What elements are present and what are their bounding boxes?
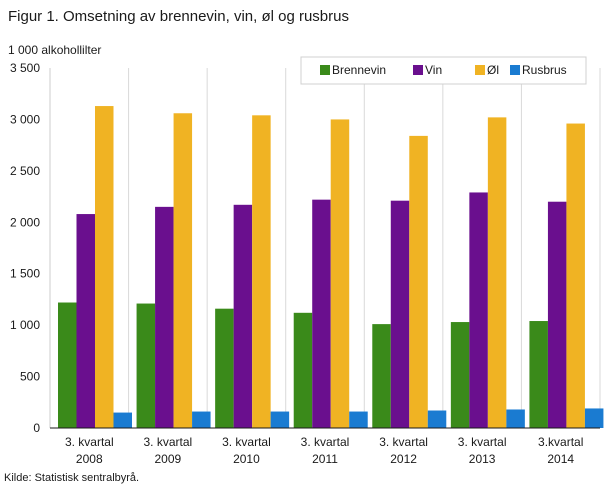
x-tick-label: 3. kvartal (379, 435, 428, 449)
bar-brennevin-1 (136, 303, 156, 428)
x-tick-label: 3. kvartal (144, 435, 193, 449)
bar-brennevin-5 (450, 322, 470, 428)
bar-vin-6 (547, 201, 567, 428)
bar-brennevin-4 (372, 324, 391, 428)
bar--l-6 (566, 123, 585, 429)
bar--l-5 (487, 117, 507, 428)
x-tick-label: 3. kvartal (458, 435, 507, 449)
y-tick-label: 1 000 (10, 318, 40, 332)
bar-vin-3 (312, 199, 331, 428)
legend-swatch (475, 65, 485, 75)
legend-swatch (510, 65, 520, 75)
bar-rusbrus-1 (192, 411, 211, 428)
bar--l-0 (95, 106, 114, 429)
legend-label: Brennevin (332, 63, 386, 77)
chart-title: Figur 1. Omsetning av brennevin, vin, øl… (8, 8, 349, 25)
y-axis-unit-label: 1 000 alkohollilter (8, 43, 102, 57)
bar-vin-5 (469, 192, 488, 428)
x-tick-label: 3. kvartal (222, 435, 271, 449)
x-tick-label: 3. kvartal (301, 435, 350, 449)
bar-brennevin-0 (58, 302, 77, 428)
x-tick-label: 2010 (233, 452, 260, 466)
y-tick-label: 2 500 (10, 164, 40, 178)
legend-box (300, 56, 587, 85)
legend-label: Vin (425, 63, 442, 77)
bar-rusbrus-4 (427, 410, 447, 428)
bar-vin-0 (76, 214, 95, 428)
y-tick-label: 1 500 (10, 267, 40, 281)
x-tick-label: 2009 (155, 452, 182, 466)
y-tick-label: 3 500 (10, 61, 40, 75)
bar--l-2 (252, 115, 271, 429)
bar-brennevin-2 (215, 308, 234, 428)
y-tick-label: 2 000 (10, 215, 40, 229)
y-tick-label: 500 (20, 370, 40, 384)
bar-rusbrus-6 (584, 408, 604, 428)
bar-vin-4 (390, 200, 410, 428)
legend-label: Rusbrus (522, 63, 567, 77)
x-tick-label: 2014 (547, 452, 574, 466)
x-tick-label: 2012 (390, 452, 417, 466)
legend-swatch (413, 65, 423, 75)
legend-label: Øl (487, 63, 499, 77)
x-tick-label: 2013 (469, 452, 496, 466)
bar--l-1 (173, 113, 193, 428)
legend-swatch (320, 65, 330, 75)
bar-brennevin-6 (529, 321, 548, 428)
bar-vin-2 (233, 204, 253, 428)
bar--l-4 (409, 135, 428, 428)
y-tick-label: 3 000 (10, 112, 40, 126)
bar-vin-1 (155, 206, 174, 428)
bar-brennevin-3 (293, 312, 313, 428)
bar-rusbrus-5 (506, 409, 525, 428)
x-tick-label: 2008 (76, 452, 103, 466)
source-note: Kilde: Statistisk sentralbyrå. (4, 472, 140, 484)
bar-rusbrus-0 (113, 412, 132, 428)
x-tick-label: 3. kvartal (65, 435, 114, 449)
bar-rusbrus-2 (270, 411, 290, 428)
bar-rusbrus-3 (349, 411, 368, 428)
x-tick-label: 3.kvartal (538, 435, 583, 449)
bar--l-3 (330, 119, 350, 428)
y-tick-label: 0 (33, 421, 40, 435)
x-tick-label: 2011 (312, 452, 338, 466)
